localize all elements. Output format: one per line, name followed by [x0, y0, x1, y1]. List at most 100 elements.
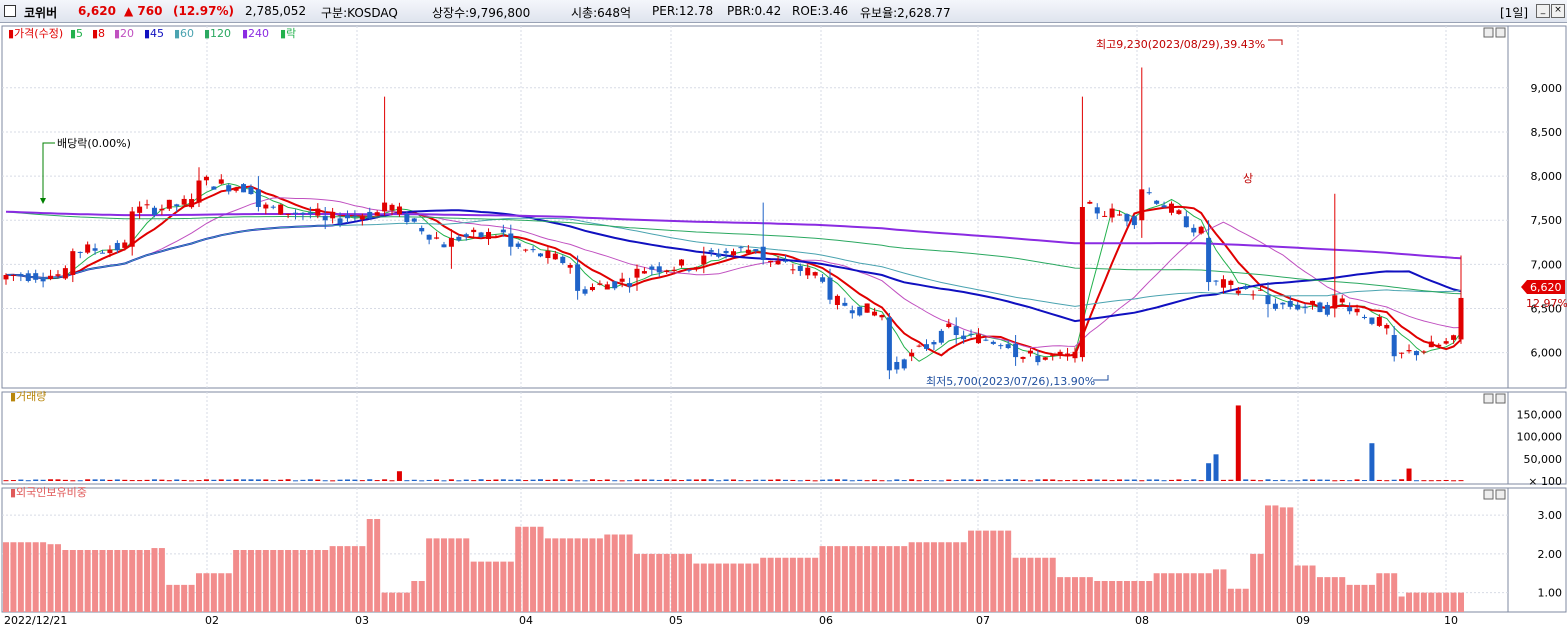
candle [426, 234, 432, 240]
candle [1443, 341, 1449, 344]
candle [790, 269, 796, 271]
volume-bar [1013, 479, 1019, 481]
volume-bar [768, 479, 774, 481]
volume-bar [738, 480, 744, 482]
volume-bar [307, 479, 313, 481]
candle [1087, 201, 1093, 204]
volume-bar [419, 480, 425, 482]
trade-volume: 2,785,052 [245, 4, 307, 18]
volume-bar [775, 479, 781, 481]
foreign-bar [901, 546, 908, 612]
volume-bar [627, 480, 633, 482]
volume-bar [1146, 479, 1152, 481]
foreign-bar [314, 550, 321, 612]
volume-bar [567, 479, 573, 481]
foreign-bar [611, 534, 618, 612]
candle [864, 303, 870, 313]
period-selector[interactable]: [1일] [1500, 6, 1529, 20]
foreign-bar [25, 542, 32, 612]
volume-bar [55, 479, 61, 481]
volume-bar [1079, 480, 1085, 482]
volume-bar [537, 479, 543, 481]
candle [1154, 200, 1160, 204]
volume-bar [486, 479, 492, 481]
candle [693, 267, 699, 269]
candle [359, 216, 365, 220]
candle [1347, 307, 1353, 312]
candle [367, 211, 373, 219]
volume-bar [1161, 480, 1167, 482]
candle [1206, 237, 1212, 283]
price-tick-label: 8,500 [1531, 126, 1563, 139]
candle [300, 212, 306, 215]
foreign-bar [1376, 573, 1383, 612]
foreign-bar [1020, 557, 1027, 612]
candle [515, 243, 521, 247]
volume-bar [1050, 479, 1056, 481]
foreign-bar [552, 538, 559, 612]
foreign-bar [1398, 596, 1405, 612]
foreign-bar [656, 553, 663, 612]
candle [753, 249, 759, 252]
volume-bar [1413, 480, 1419, 482]
candle [731, 251, 736, 256]
candle [1317, 302, 1323, 313]
candle [508, 233, 514, 247]
limit-up-marker: 상 [1243, 172, 1253, 185]
volume-bar [1250, 479, 1256, 481]
foreign-bar [1257, 553, 1264, 612]
candle [886, 317, 892, 371]
foreign-bar [270, 550, 277, 612]
candle [916, 345, 922, 347]
minimize-icon[interactable]: _ [1536, 4, 1550, 18]
select-checkbox[interactable] [4, 5, 16, 17]
foreign-bar [262, 550, 269, 612]
volume-bar [1206, 463, 1212, 481]
volume-bar [1198, 480, 1204, 482]
foreign-ownership-bars [3, 505, 1464, 612]
candle [760, 246, 766, 260]
ma-line-120 [5, 211, 1462, 295]
volume-bar [834, 479, 840, 481]
volume-bar [226, 479, 232, 481]
foreign-bar [166, 584, 173, 612]
close-icon[interactable]: × [1551, 4, 1565, 18]
volume-bar [293, 480, 299, 482]
candle [879, 315, 885, 318]
volume-bar [1220, 479, 1226, 481]
foreign-bar [285, 550, 292, 612]
candle [278, 204, 284, 215]
foreign-bar [1146, 581, 1153, 612]
foreign-bar [723, 563, 730, 612]
foreign-bar [789, 557, 796, 612]
candle [1332, 295, 1338, 309]
candle [382, 202, 388, 212]
foreign-bar [1034, 557, 1041, 612]
volume-bar [745, 480, 751, 482]
candle [537, 253, 543, 257]
candle [144, 204, 150, 206]
volume-bar [1065, 480, 1071, 482]
candle [619, 278, 625, 282]
volume-bar [901, 480, 907, 482]
foreign-bar [530, 526, 537, 612]
volume-bar [1280, 479, 1286, 481]
volume-bar [731, 479, 736, 481]
candle [85, 244, 91, 253]
candle [122, 242, 128, 248]
foreign-bar [559, 538, 566, 612]
volume-bar [456, 480, 462, 482]
date-tick-label: 04 [519, 614, 533, 627]
candle [768, 260, 774, 263]
candle [1369, 317, 1375, 324]
volume-bar [263, 479, 269, 481]
volume-bar [1168, 479, 1174, 481]
foreign-bar [775, 557, 782, 612]
volume-bar [805, 479, 811, 481]
volume-bar [612, 480, 618, 482]
candle [1094, 207, 1100, 214]
foreign-bar [1101, 581, 1108, 612]
foreign-bar [106, 550, 113, 612]
candle [1354, 308, 1360, 313]
foreign-bar [411, 581, 418, 612]
